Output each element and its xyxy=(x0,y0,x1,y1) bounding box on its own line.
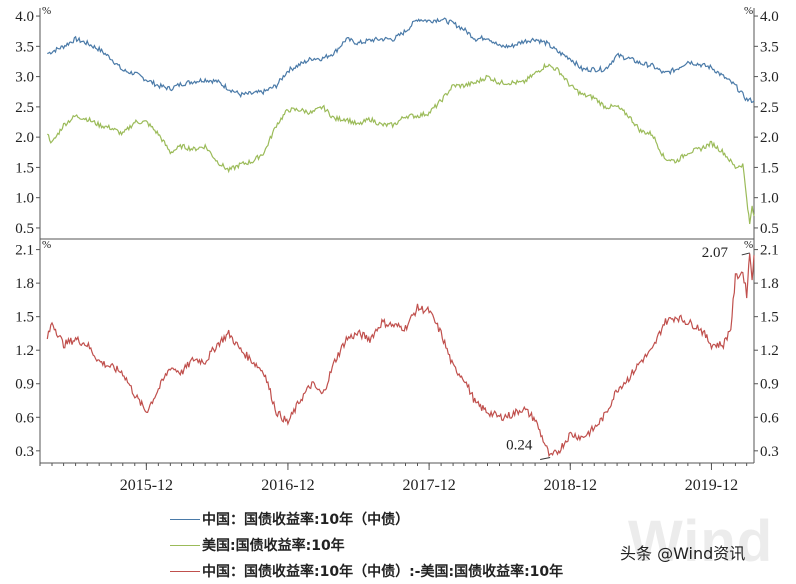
y-tick-label-left: 0.6 xyxy=(15,410,34,426)
legend-swatch-china xyxy=(170,518,200,520)
y-tick-label-left: 1.2 xyxy=(15,343,34,359)
top-panel: 0.5 0.5 1.0 1.0 1.5 1.5 2.0 2.0 2.5 2.5 3.0 3.0 3.5 3… xyxy=(15,5,779,237)
y-tick-label-right: 2.1 xyxy=(760,243,779,259)
legend-label-china: 中国：国债收益率:10年（中债） xyxy=(202,512,410,528)
y-tick-label-left: 1.5 xyxy=(15,160,34,176)
y-tick-label-left: 3.0 xyxy=(15,70,34,86)
x-tick-label: 2016-12 xyxy=(261,477,314,494)
y-tick-label-left: 2.1 xyxy=(15,243,34,259)
legend-item-china: 中国：国债收益率:10年（中债） xyxy=(170,506,563,532)
y-tick-label-right: 3.0 xyxy=(760,70,779,86)
legend-swatch-us xyxy=(170,544,200,546)
y-tick-label-left: 3.5 xyxy=(15,39,34,55)
legend-item-spread: 中国：国债收益率:10年（中债）:-美国:国债收益率:10年 xyxy=(170,558,563,584)
y-tick-label-right: 0.6 xyxy=(760,410,779,426)
series-line-china xyxy=(47,17,755,104)
y-tick-label-right: 3.5 xyxy=(760,39,779,55)
x-axis: 2015-12 2016-12 2017-12 2018-12 2019-12 xyxy=(39,463,748,494)
bottom-panel: 0.3 0.3 0.6 0.6 0.9 0.9 1.2 1.2 1.5 1.5 1.8 1.8 2.1 2… xyxy=(15,239,779,461)
unit-label-left: % xyxy=(42,239,51,251)
y-tick-label-right: 4.0 xyxy=(760,9,779,25)
y-tick-label-right: 1.5 xyxy=(760,310,779,326)
wind-logo-watermark: Wind xyxy=(628,509,774,574)
unit-label-left: % xyxy=(42,5,51,17)
y-tick-label-left: 0.9 xyxy=(15,377,34,393)
annotation-max: 2.07 xyxy=(702,245,729,261)
y-tick-label-right: 0.9 xyxy=(760,377,779,393)
annotation-min: 0.24 xyxy=(506,438,533,454)
unit-label-right: % xyxy=(744,5,753,17)
series-line-spread xyxy=(46,253,755,458)
legend-item-us: 美国:国债收益率:10年 xyxy=(170,532,563,558)
legend-swatch-spread xyxy=(170,570,200,572)
source-caption: 头条 @Wind资讯 xyxy=(620,544,746,563)
x-tick-label: 2015-12 xyxy=(120,477,173,494)
y-tick-label-left: 1.8 xyxy=(15,276,34,292)
y-tick-label-left: 1.5 xyxy=(15,310,34,326)
y-tick-label-left: 1.0 xyxy=(15,191,34,207)
y-tick-label-left: 2.5 xyxy=(15,100,34,116)
y-tick-label-right: 2.5 xyxy=(760,100,779,116)
y-tick-label-right: 0.3 xyxy=(760,444,779,460)
x-tick-label: 2017-12 xyxy=(402,477,455,494)
chart-canvas: 0.5 0.5 1.0 1.0 1.5 1.5 2.0 2.0 2.5 2.5 3.0 3.0 3.5 3… xyxy=(15,5,779,494)
y-tick-label-left: 2.0 xyxy=(15,130,34,146)
legend-label-us: 美国:国债收益率:10年 xyxy=(202,538,345,554)
y-tick-label-left: 0.3 xyxy=(15,444,34,460)
y-tick-label-left: 0.5 xyxy=(15,221,34,237)
y-tick-label-right: 1.2 xyxy=(760,343,779,359)
y-tick-label-left: 4.0 xyxy=(15,9,34,25)
legend-label-spread: 中国：国债收益率:10年（中债）:-美国:国债收益率:10年 xyxy=(202,564,564,580)
y-tick-label-right: 1.5 xyxy=(760,160,779,176)
series-line-us xyxy=(46,62,755,225)
chart-frame xyxy=(39,8,755,464)
x-tick-label: 2019-12 xyxy=(685,477,738,494)
y-tick-label-right: 0.5 xyxy=(760,221,779,237)
y-tick-label-right: 1.8 xyxy=(760,276,779,292)
y-tick-label-right: 1.0 xyxy=(760,191,779,207)
annotation-pointer xyxy=(741,252,750,256)
y-tick-label-right: 2.0 xyxy=(760,130,779,146)
annotation-pointer xyxy=(540,457,551,461)
legend: 中国：国债收益率:10年（中债） 美国:国债收益率:10年 中国：国债收益率:1… xyxy=(170,506,563,584)
x-tick-label: 2018-12 xyxy=(544,477,597,494)
unit-label-right: % xyxy=(744,239,753,251)
